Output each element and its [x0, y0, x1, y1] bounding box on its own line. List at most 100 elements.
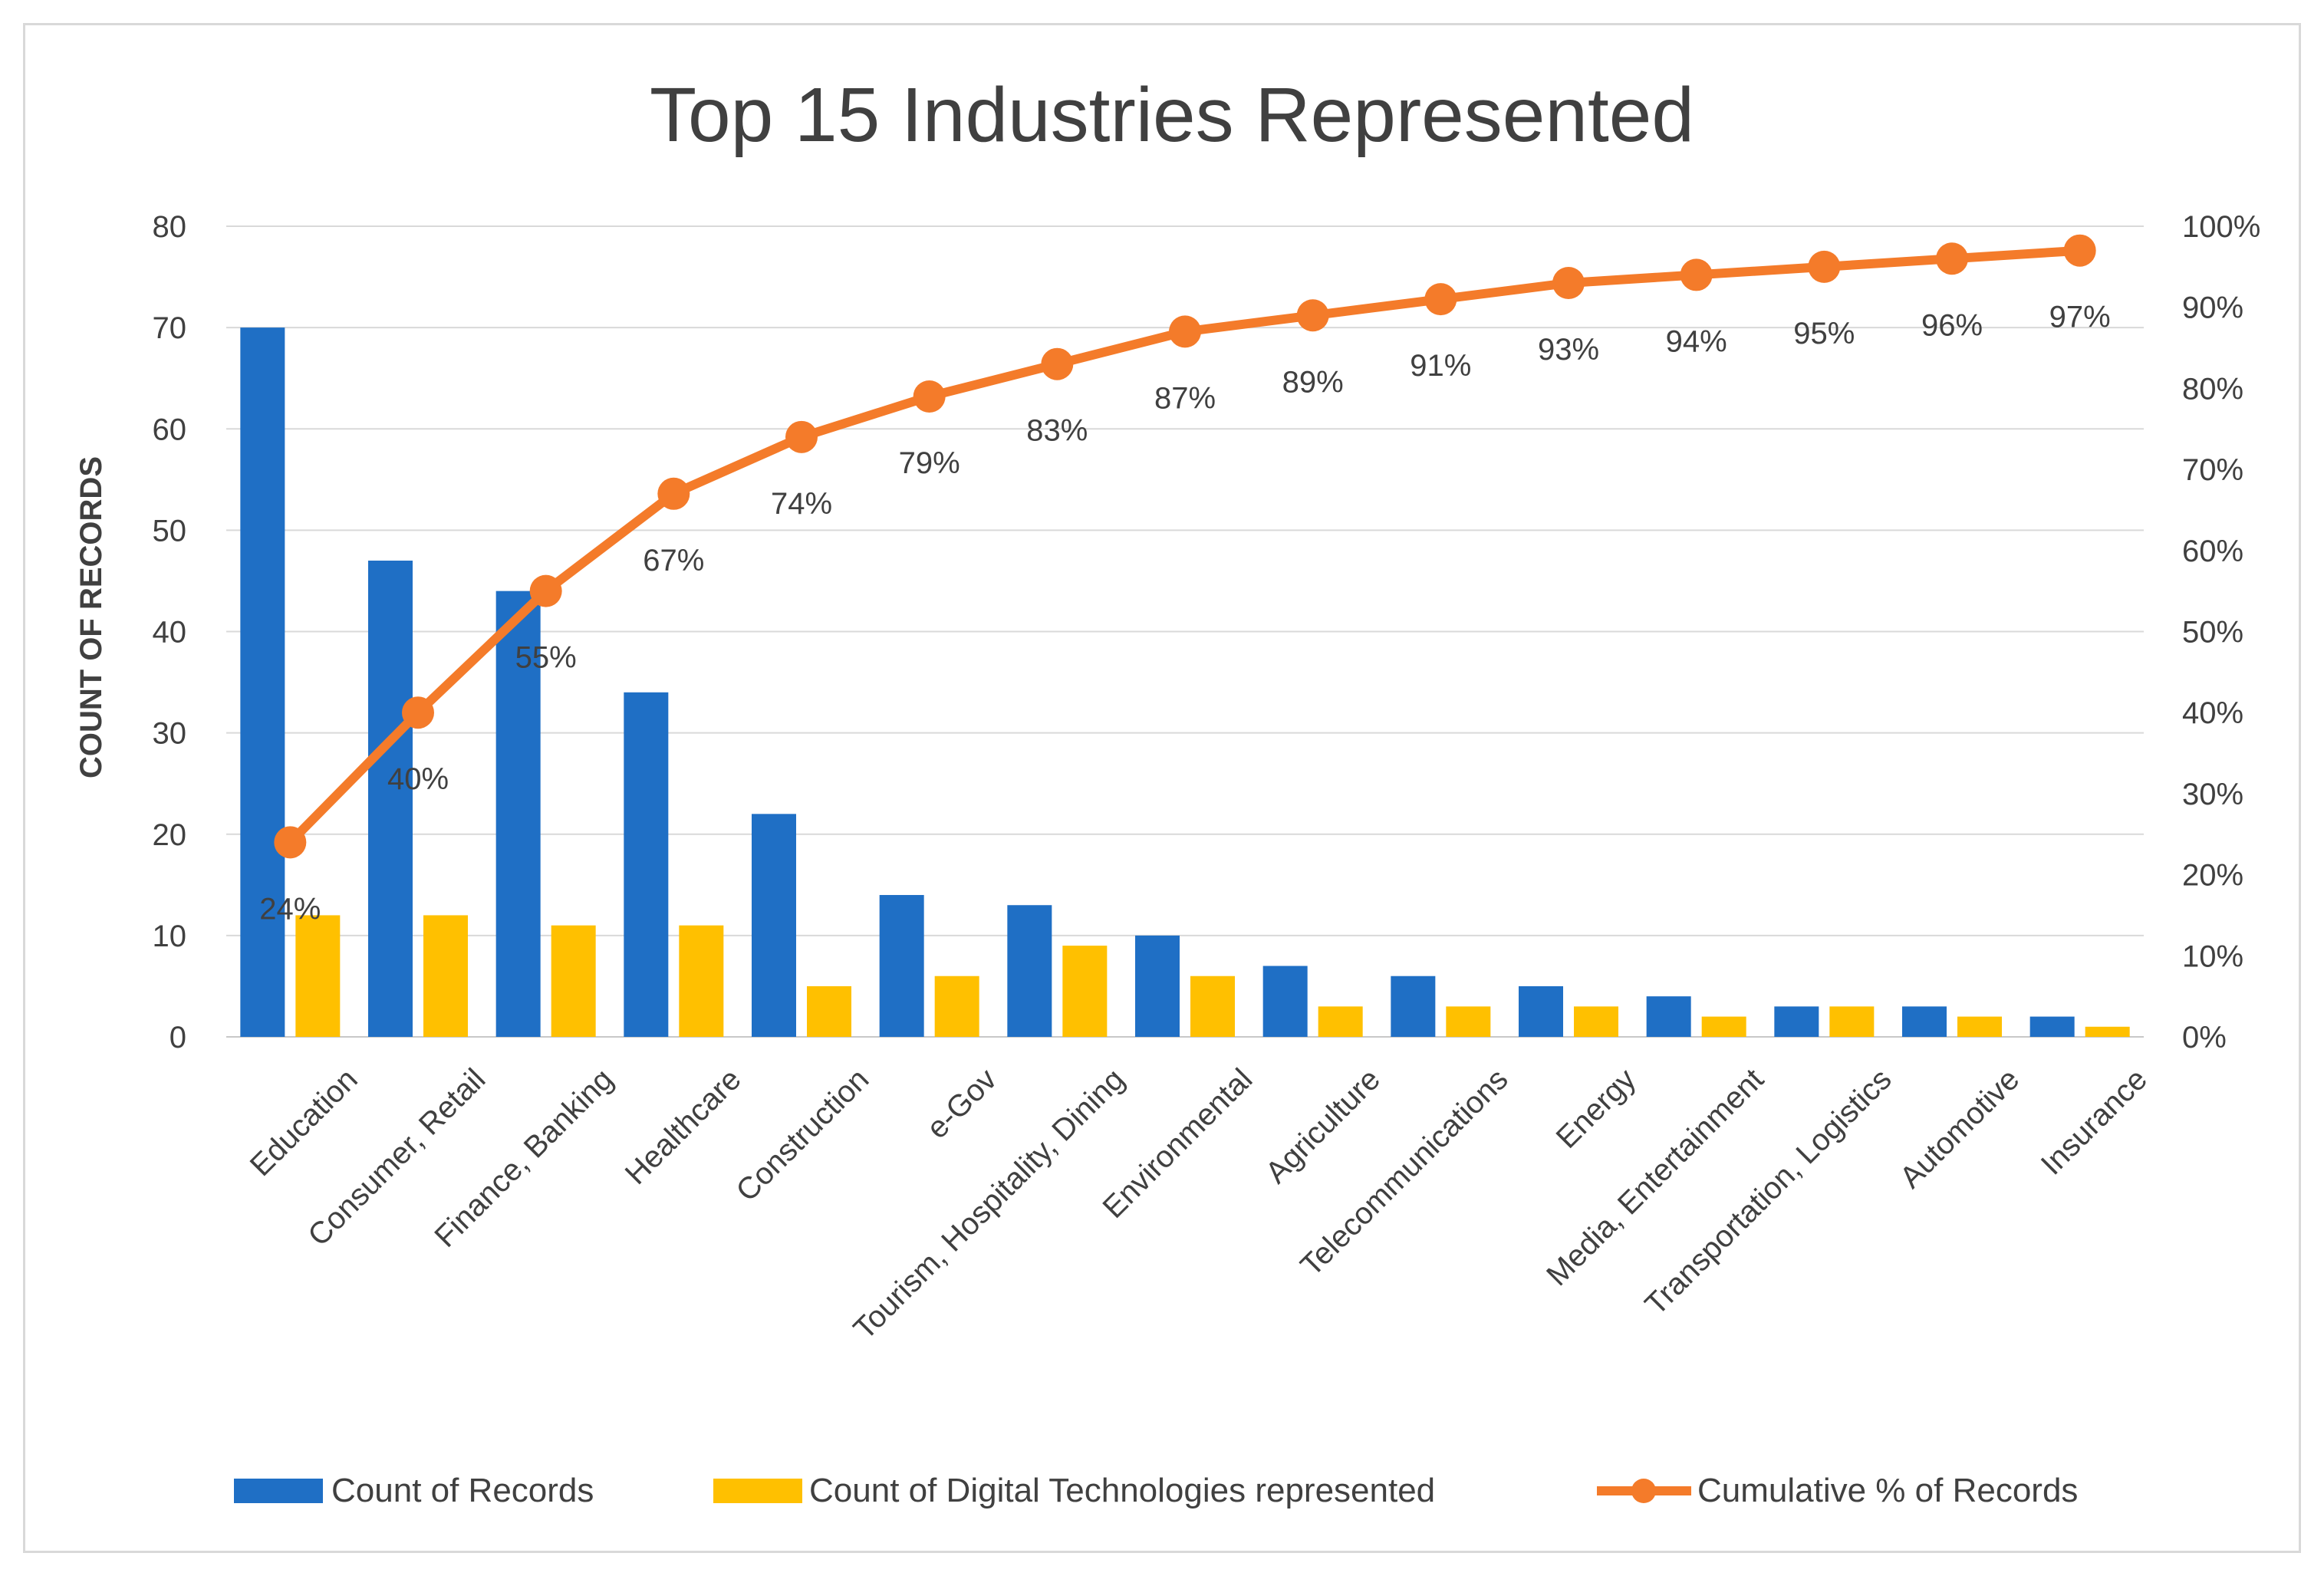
category-label: Healthcare [619, 1062, 748, 1191]
cumulative-data-label: 94% [1666, 324, 1727, 358]
cumulative-data-label: 74% [771, 487, 832, 521]
bar-digital-tech [1190, 976, 1235, 1037]
y-tick-label: 70 [153, 311, 187, 345]
cumulative-data-label: 67% [643, 544, 704, 577]
cumulative-point [274, 826, 307, 859]
cumulative-data-label: 89% [1282, 365, 1344, 399]
bar-records [1007, 905, 1052, 1037]
bar-records [879, 895, 924, 1037]
bar-digital-tech [1829, 1006, 1875, 1037]
bar-records [1902, 1006, 1947, 1037]
y2-tick-label: 50% [2182, 616, 2243, 650]
cumulative-data-label: 96% [1921, 308, 1983, 342]
category-label: Transportation, Logistics [1639, 1062, 1898, 1321]
bar-digital-tech [934, 976, 979, 1037]
bar-digital-tech [1446, 1006, 1491, 1037]
category-label: Energy [1550, 1062, 1643, 1155]
cumulative-point [657, 477, 690, 510]
y2-tick-label: 30% [2182, 778, 2243, 811]
y2-tick-label: 60% [2182, 535, 2243, 568]
y2-axis-ticks: 0% 10% 20% 30% 40% 50% 60% 70% 80% 90% 100% [2182, 210, 2260, 1055]
bar-digital-tech [295, 915, 341, 1037]
category-label: Telecommunications [1294, 1062, 1514, 1282]
y2-tick-label: 80% [2182, 372, 2243, 406]
legend-swatch-records [234, 1479, 323, 1503]
bar-records [240, 327, 285, 1037]
bar-digital-tech [679, 925, 724, 1037]
y-axis-ticks: 0 10 20 30 40 50 60 70 80 [153, 210, 187, 1055]
y2-tick-label: 40% [2182, 696, 2243, 730]
cumulative-point [1552, 266, 1585, 299]
y-tick-label: 30 [153, 717, 187, 751]
bar-digital-tech [423, 915, 468, 1037]
cumulative-data-label: 97% [2049, 301, 2111, 334]
bar-digital-tech [551, 925, 596, 1037]
cumulative-data-label: 93% [1538, 333, 1599, 367]
cumulative-data-label: 87% [1154, 381, 1216, 415]
y-tick-label: 20 [153, 818, 187, 852]
y2-tick-label: 90% [2182, 291, 2243, 325]
bar-digital-tech [1062, 946, 1108, 1037]
cumulative-point [2063, 234, 2096, 267]
bar-digital-tech [1318, 1006, 1363, 1037]
bar-records [1646, 996, 1691, 1037]
category-label: Construction [729, 1062, 875, 1208]
legend-swatch-digital [713, 1479, 802, 1503]
bar-records [1519, 985, 1563, 1037]
cumulative-data-label: 91% [1410, 349, 1471, 383]
y-tick-label: 10 [153, 920, 187, 953]
category-label: Tourism, Hospitality, Dining [848, 1062, 1131, 1346]
y-tick-label: 60 [153, 413, 187, 446]
cumulative-point [1296, 299, 1329, 332]
cumulative-point [785, 420, 818, 453]
cumulative-point [1041, 347, 1074, 380]
cumulative-data-label: 55% [515, 641, 577, 675]
category-label: e-Gov [920, 1062, 1003, 1145]
legend-label-cumulative: Cumulative % of Records [1697, 1472, 2078, 1509]
legend: Count of Records Count of Digital Techno… [234, 1472, 2078, 1509]
cumulative-line [274, 234, 2096, 859]
legend-label-digital: Count of Digital Technologies represente… [809, 1472, 1435, 1509]
cumulative-point [1936, 242, 1968, 275]
cumulative-point [1680, 258, 1713, 291]
gridlines [226, 225, 2144, 1038]
y2-tick-label: 10% [2182, 939, 2243, 973]
y2-tick-label: 70% [2182, 453, 2243, 487]
y2-tick-label: 100% [2182, 210, 2260, 244]
cumulative-point [1808, 250, 1841, 283]
bar-digital-tech [1957, 1016, 2002, 1037]
bar-records [624, 692, 669, 1037]
cumulative-data-label: 24% [259, 892, 321, 926]
y-tick-label: 80 [153, 210, 187, 244]
bar-records [495, 591, 541, 1037]
category-label: Media, Entertainment [1540, 1062, 1770, 1292]
y-tick-label: 0 [170, 1021, 186, 1055]
bar-records [1391, 976, 1436, 1037]
cumulative-point [402, 696, 434, 729]
bar-digital-tech [1574, 1006, 1618, 1037]
y-tick-label: 40 [153, 616, 187, 650]
cumulative-point [913, 380, 946, 413]
category-label: Automotive [1894, 1062, 2026, 1195]
category-label: Education [244, 1062, 364, 1183]
bar-records [368, 561, 413, 1037]
cumulative-point [1169, 315, 1201, 348]
category-label: Agriculture [1259, 1062, 1387, 1189]
y-tick-label: 50 [153, 514, 187, 548]
cumulative-data-label: 83% [1026, 414, 1088, 448]
cumulative-data-label: 95% [1793, 317, 1855, 350]
bar-records [1262, 966, 1308, 1037]
bar-records [752, 814, 796, 1037]
y2-tick-label: 20% [2182, 859, 2243, 893]
bar-records [1774, 1006, 1819, 1037]
bar-digital-tech [2085, 1026, 2130, 1037]
bar-digital-tech [807, 985, 851, 1037]
y2-tick-label: 0% [2182, 1021, 2227, 1055]
cumulative-data-label: 79% [899, 446, 960, 480]
bar-digital-tech [1701, 1016, 1746, 1037]
legend-label-records: Count of Records [331, 1472, 594, 1509]
chart-title: Top 15 Industries Represented [650, 72, 1694, 158]
legend-marker-cumulative [1631, 1479, 1656, 1503]
